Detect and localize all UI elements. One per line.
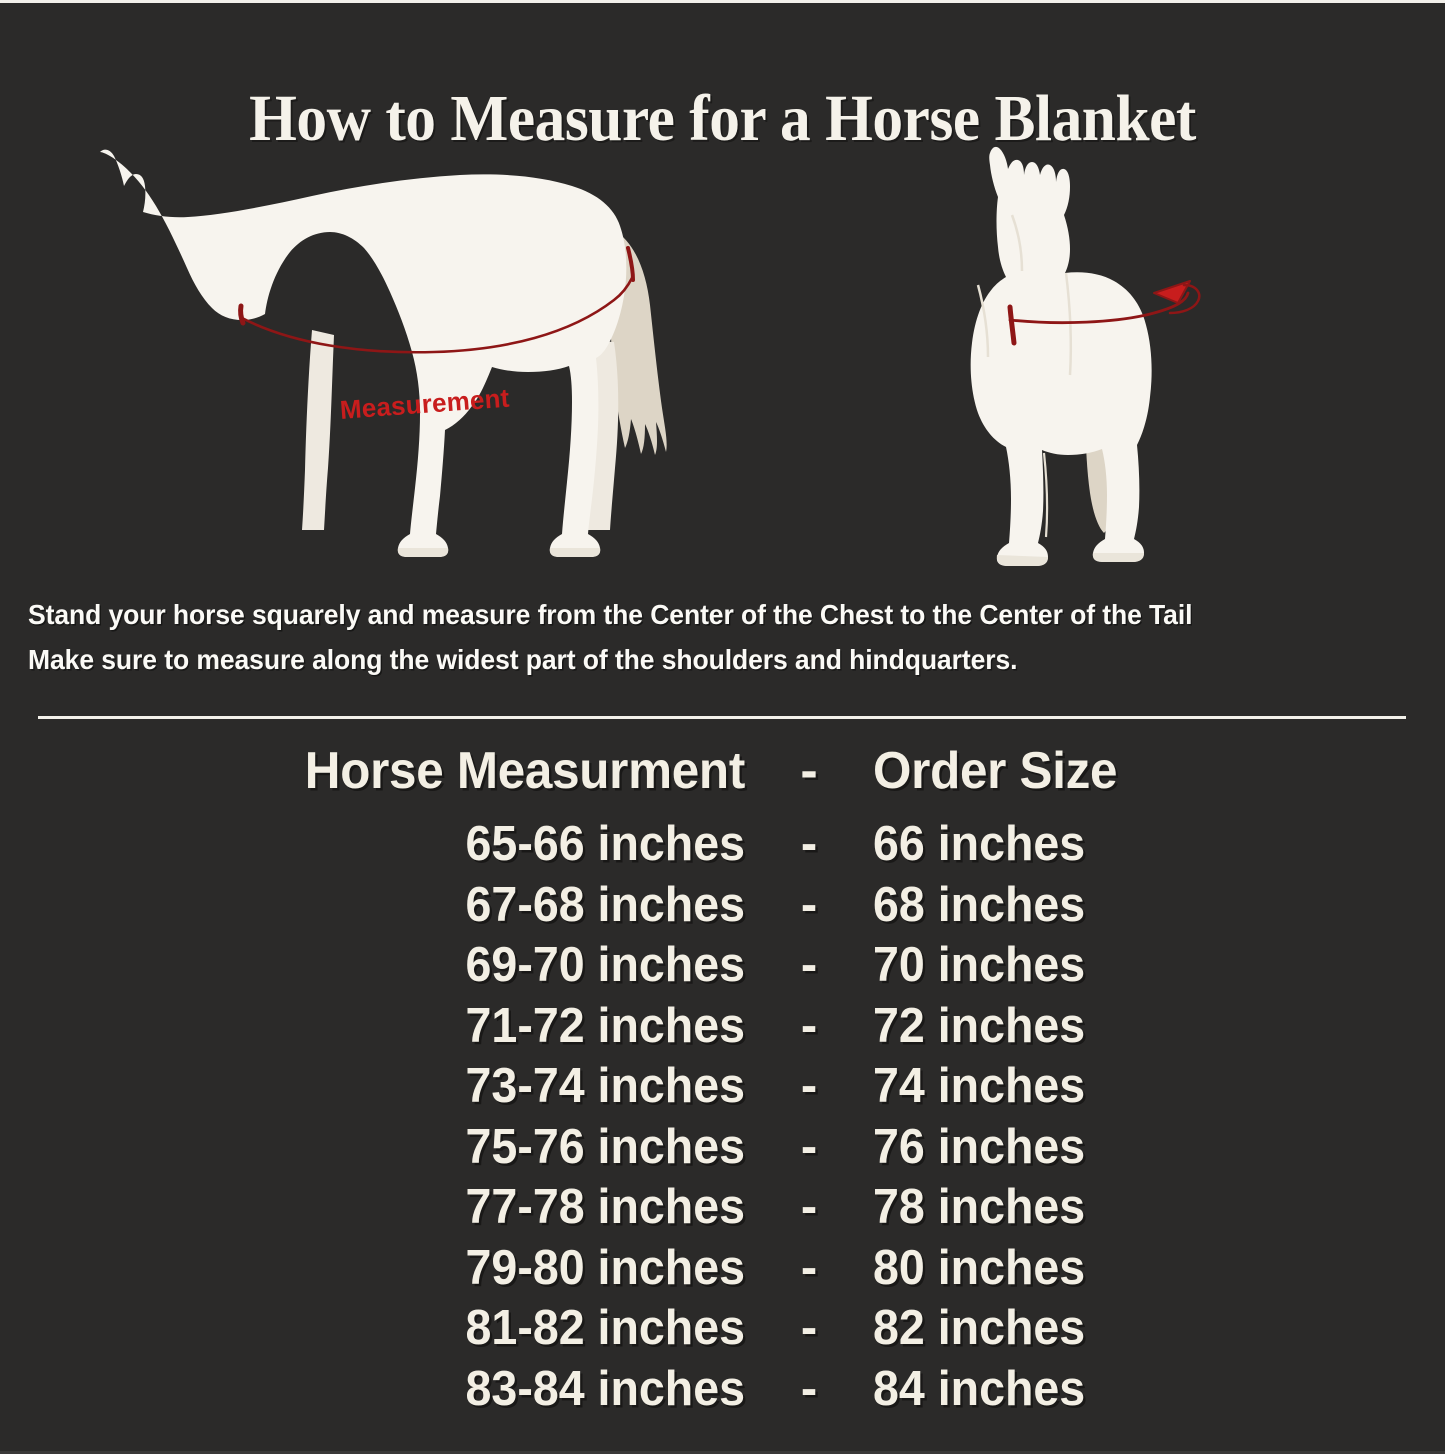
top-edge-strip xyxy=(0,0,1445,3)
row-size: 82 inches xyxy=(873,1301,1086,1355)
row-measurement: 81-82 inches xyxy=(465,1301,745,1355)
row-measurement: 71-72 inches xyxy=(465,998,745,1053)
row-size: 70 inches xyxy=(873,938,1086,992)
instructions-line-1: Stand your horse squarely and measure fr… xyxy=(28,599,1193,630)
page-title: How to Measure for a Horse Blanket xyxy=(249,82,1196,156)
measurement-tick-rear xyxy=(1007,304,1017,346)
row-separator: - xyxy=(800,1361,818,1416)
table-header-row: Horse Measurment - Order Size xyxy=(0,736,1445,814)
row-size: 84 inches xyxy=(873,1361,1086,1416)
row-size: 74 inches xyxy=(873,1059,1086,1113)
row-size: 80 inches xyxy=(873,1240,1086,1295)
header-measurement-label: Horse Measurment xyxy=(304,742,745,800)
table-row: 79-80 inches - 80 inches xyxy=(0,1238,1445,1299)
measurement-tick-tail xyxy=(626,246,635,282)
measurement-arrow-curl xyxy=(1168,283,1201,315)
table-row: 83-84 inches - 84 inches xyxy=(0,1359,1445,1420)
row-separator: - xyxy=(800,998,818,1053)
horse-rear-hoof-right xyxy=(1092,553,1144,562)
horse-rear-contour-shoulder xyxy=(976,284,990,358)
row-separator: - xyxy=(800,1180,818,1234)
table-row: 77-78 inches - 78 inches xyxy=(0,1177,1445,1238)
row-separator: - xyxy=(800,1119,818,1174)
row-separator: - xyxy=(800,817,818,871)
row-measurement: 69-70 inches xyxy=(465,938,745,992)
table-row: 75-76 inches - 76 inches xyxy=(0,1117,1445,1178)
row-measurement: 67-68 inches xyxy=(465,877,745,932)
row-separator: - xyxy=(800,1301,818,1355)
row-size: 72 inches xyxy=(873,998,1086,1053)
section-divider xyxy=(38,716,1406,719)
table-row: 69-70 inches - 70 inches xyxy=(0,935,1445,996)
header-size-label: Order Size xyxy=(873,742,1118,800)
size-chart-table: Horse Measurment - Order Size 65-66 inch… xyxy=(0,736,1445,1419)
row-measurement: 73-74 inches xyxy=(465,1059,745,1113)
measurement-tick-chest xyxy=(238,303,246,326)
horse-side-body xyxy=(100,149,627,557)
horse-rear-hoof-left xyxy=(996,555,1048,566)
horse-side-view xyxy=(100,149,667,557)
header-separator: - xyxy=(800,742,818,800)
table-row: 65-66 inches - 66 inches xyxy=(0,814,1445,875)
table-row: 73-74 inches - 74 inches xyxy=(0,1056,1445,1117)
measurement-line-rear xyxy=(1008,291,1190,325)
illustration-area: Measurement xyxy=(0,130,1445,570)
horse-side-front-leg-far xyxy=(302,330,334,530)
table-row: 81-82 inches - 82 inches xyxy=(0,1298,1445,1359)
horse-rear-view xyxy=(970,146,1201,567)
row-separator: - xyxy=(800,938,818,992)
row-size: 68 inches xyxy=(873,877,1086,932)
row-measurement: 79-80 inches xyxy=(465,1240,745,1295)
horse-side-hoof-front xyxy=(397,548,449,557)
horse-rear-contour-neck xyxy=(1010,214,1024,272)
table-row: 67-68 inches - 68 inches xyxy=(0,875,1445,936)
instructions-text: Stand your horse squarely and measure fr… xyxy=(28,592,1379,682)
row-separator: - xyxy=(800,877,818,932)
row-measurement: 83-84 inches xyxy=(465,1361,745,1416)
row-measurement: 75-76 inches xyxy=(465,1119,745,1174)
row-measurement: 77-78 inches xyxy=(465,1180,745,1234)
row-measurement: 65-66 inches xyxy=(465,817,745,871)
bottom-edge-strip xyxy=(0,1451,1445,1454)
row-size: 66 inches xyxy=(873,817,1086,871)
row-size: 78 inches xyxy=(873,1180,1086,1234)
measurement-line-side xyxy=(240,276,634,354)
instructions-line-2: Make sure to measure along the widest pa… xyxy=(28,644,1018,675)
horse-rear-body xyxy=(970,146,1152,567)
row-separator: - xyxy=(800,1059,818,1113)
row-separator: - xyxy=(800,1240,818,1295)
table-row: 71-72 inches - 72 inches xyxy=(0,996,1445,1057)
measurement-arrowhead-rear xyxy=(1153,280,1191,304)
horse-side-hoof-hind xyxy=(549,548,601,557)
row-size: 76 inches xyxy=(873,1119,1086,1174)
horse-rear-contour-leg xyxy=(1042,452,1049,538)
